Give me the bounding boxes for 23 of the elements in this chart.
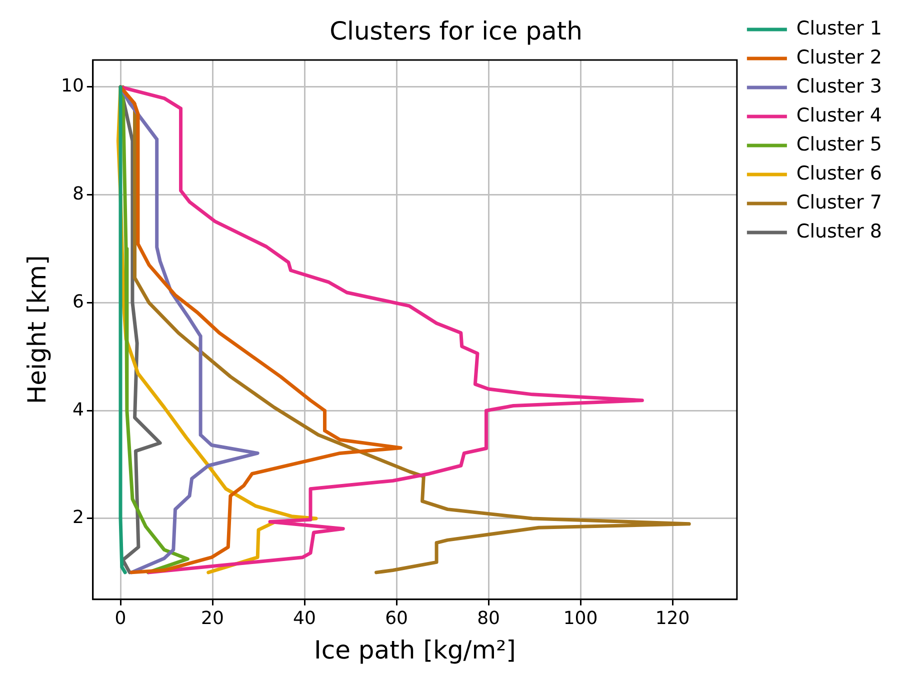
x-tick-label: 0 (114, 608, 126, 629)
x-tick-label: 100 (563, 608, 598, 629)
chart-title: Clusters for ice path (330, 16, 582, 46)
y-tick-label: 8 (72, 184, 84, 205)
x-tick-label: 80 (477, 608, 500, 629)
legend-label: Cluster 2 (796, 46, 882, 68)
legend-label: Cluster 8 (796, 220, 882, 242)
y-axis-title: Height [km] (22, 255, 52, 404)
y-tick-label: 4 (72, 399, 84, 420)
legend-label: Cluster 4 (796, 104, 882, 126)
y-tick-label: 2 (72, 507, 84, 528)
legend-label: Cluster 6 (796, 162, 882, 184)
legend-label: Cluster 1 (796, 17, 882, 40)
y-tick-label: 6 (72, 291, 84, 312)
x-tick-label: 20 (201, 608, 224, 629)
legend-label: Cluster 5 (796, 133, 882, 156)
x-tick-label: 120 (655, 608, 690, 629)
y-tick-label: 10 (61, 76, 84, 97)
x-tick-label: 40 (293, 608, 316, 629)
legend-label: Cluster 3 (796, 75, 882, 98)
legend-label: Cluster 7 (796, 191, 882, 214)
x-tick-label: 60 (385, 608, 408, 629)
x-axis-title: Ice path [kg/m²] (314, 636, 516, 664)
